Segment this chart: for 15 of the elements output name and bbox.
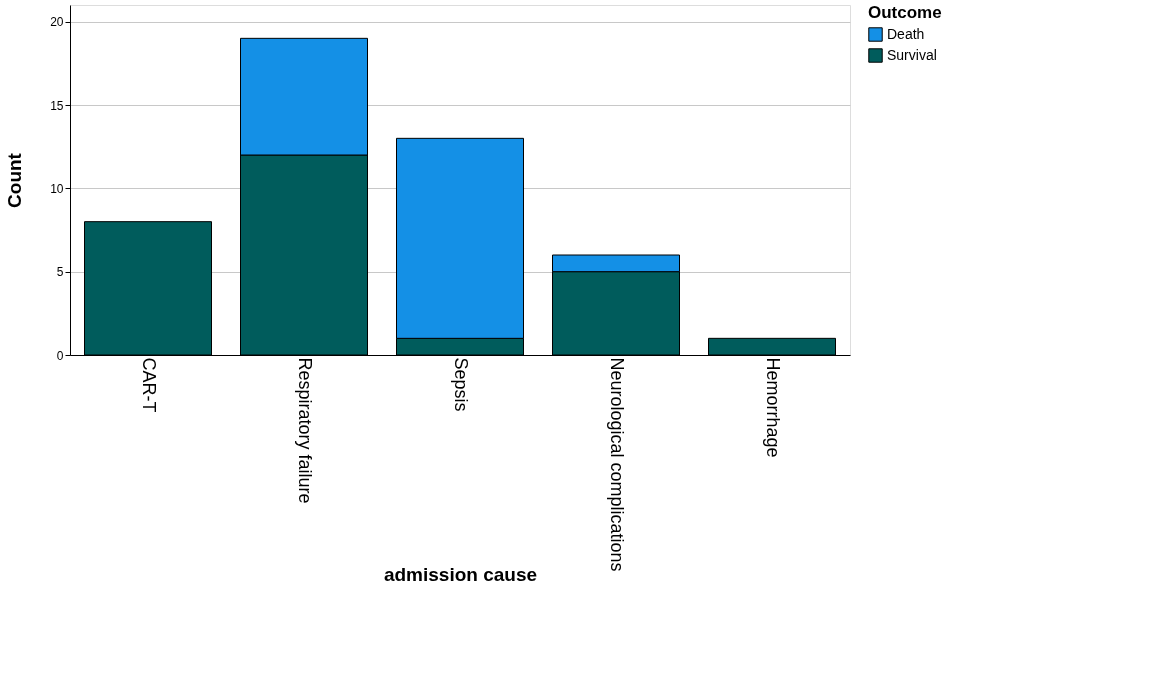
y-tick-label: 20 (50, 15, 64, 30)
y-tick-label: 5 (56, 265, 64, 280)
x-tick-label: Respiratory failure (295, 357, 315, 504)
y-tick-label: 10 (50, 181, 64, 196)
x-axis-title: admission cause (383, 563, 538, 585)
x-tick-label: CAR-T (139, 357, 159, 413)
x-tick-label: Neurological complications (607, 357, 627, 572)
y-tick-label: 15 (50, 98, 64, 113)
x-tick-label: Sepsis (451, 357, 471, 412)
x-tick-label: Hemorrhage (763, 357, 783, 458)
y-axis-title: Count (4, 152, 26, 208)
legend-label: Death (887, 25, 925, 42)
y-tick-label: 0 (56, 348, 64, 363)
legend-label: Survival (887, 46, 937, 63)
legend-title: Outcome (868, 3, 942, 22)
